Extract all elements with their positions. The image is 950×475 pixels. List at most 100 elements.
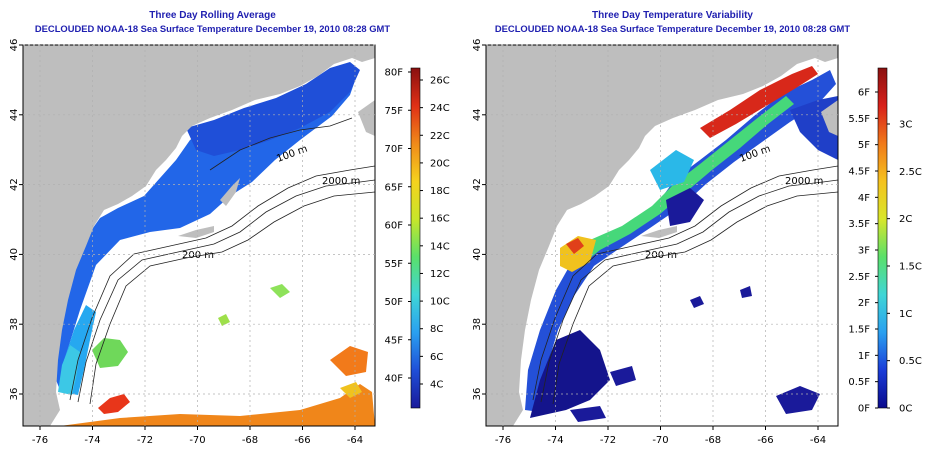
- left-sst-green-patch2: [270, 284, 290, 298]
- right-colorbar: 6F 5.5F 5F 4.5F 4F 3.5F 3F 2.5F 2F 1.5F 1F 0.5F 0F 3…: [848, 67, 922, 415]
- colorbar-label: 0F: [858, 404, 870, 415]
- right-x-ticks: -76 -74 -72 -70 -68 -66 -64: [495, 426, 826, 446]
- colorbar-label: 20C: [430, 158, 450, 169]
- right-colorbar-f-labels: 6F 5.5F 5F 4.5F 4F 3.5F 3F 2.5F 2F 1.5F 1F 0.5F 0F: [848, 88, 878, 415]
- left-colorbar-c-labels: 26C 24C 22C 20C 18C 16C 14C 12C 10C 8C 6C 4C: [420, 76, 450, 391]
- left-sst-cold-shelf: [56, 66, 358, 390]
- x-tick-label: -72: [600, 435, 616, 446]
- right-contours: [532, 165, 838, 405]
- y-tick-label: 46: [9, 39, 20, 52]
- y-tick-label: 38: [472, 318, 483, 331]
- x-tick-label: -68: [705, 435, 721, 446]
- contour-label-200m-right: 200 m: [645, 250, 677, 261]
- colorbar-label: 40F: [385, 374, 404, 385]
- y-tick-label: 36: [9, 388, 20, 401]
- left-sst-red-patch: [98, 394, 130, 414]
- left-title-line1: Three Day Rolling Average: [149, 10, 276, 21]
- left-sst-orange-patch: [330, 346, 368, 376]
- right-y-ticks: 36 38 40 42 44 46: [472, 39, 486, 401]
- right-colorbar-ramp: [877, 67, 888, 409]
- x-tick-label: -66: [757, 435, 773, 446]
- colorbar-label: 18C: [430, 186, 450, 197]
- left-land-nova-scotia: [358, 100, 375, 136]
- colorbar-label: 4.5F: [848, 167, 870, 178]
- x-tick-label: -74: [547, 435, 563, 446]
- right-title-line1: Three Day Temperature Variability: [592, 10, 753, 21]
- colorbar-label: 1F: [858, 351, 870, 362]
- right-map: 100 m 200 m 2000 m -76 -74 -72 -70 -68 -66 -64…: [472, 39, 839, 446]
- y-tick-label: 42: [9, 178, 20, 191]
- colorbar-label: 0C: [899, 404, 912, 415]
- colorbar-label: 5F: [858, 140, 870, 151]
- contour-label-200m-left: 200 m: [182, 250, 214, 261]
- colorbar-label: 5.5F: [848, 114, 870, 125]
- left-title-line2: DECLOUDED NOAA-18 Sea Surface Temperatur…: [34, 23, 391, 34]
- left-contours: [69, 117, 375, 405]
- right-var-blue-shelf: [525, 70, 836, 412]
- colorbar-label: 3C: [899, 120, 912, 131]
- left-sst-orange-south: [60, 384, 375, 426]
- x-tick-label: -76: [495, 435, 511, 446]
- colorbar-label: 26C: [430, 76, 450, 87]
- x-tick-label: -64: [810, 435, 826, 446]
- left-sst-light-coast: [58, 345, 80, 395]
- colorbar-label: 22C: [430, 131, 450, 142]
- y-tick-label: 40: [9, 248, 20, 261]
- colorbar-label: 1.5C: [899, 262, 922, 273]
- x-tick-label: -66: [294, 435, 310, 446]
- x-tick-label: -70: [189, 435, 205, 446]
- right-land-nova-scotia: [821, 100, 838, 136]
- colorbar-label: 6C: [430, 352, 443, 363]
- colorbar-label: 4F: [858, 193, 870, 204]
- contour-label-2000m-right: 2000 m: [785, 176, 823, 187]
- x-tick-label: -72: [137, 435, 153, 446]
- colorbar-label: 75F: [385, 106, 404, 117]
- right-var-offshore-specks: [570, 286, 820, 422]
- left-colorbar-ramp: [410, 67, 421, 409]
- colorbar-label: 50F: [385, 297, 404, 308]
- right-var-dark-gom: [666, 188, 704, 226]
- left-land-longisland: [178, 226, 214, 238]
- colorbar-label: 2.5F: [848, 272, 870, 283]
- left-land-cape: [220, 178, 240, 206]
- right-var-red-nj: [566, 238, 584, 254]
- colorbar-label: 60F: [385, 221, 404, 232]
- right-var-cyan-gom: [650, 150, 694, 190]
- left-sst-north-shelf: [186, 62, 360, 156]
- colorbar-label: 3.5F: [848, 219, 870, 230]
- colorbar-label: 65F: [385, 182, 404, 193]
- y-tick-label: 44: [472, 108, 483, 121]
- right-colorbar-c-labels: 3C 2.5C 2C 1.5C 1C 0.5C 0C: [887, 120, 922, 415]
- colorbar-label: 16C: [430, 214, 450, 225]
- y-tick-label: 42: [472, 178, 483, 191]
- colorbar-label: 4C: [430, 380, 443, 391]
- y-tick-label: 36: [472, 388, 483, 401]
- y-tick-label: 44: [9, 108, 20, 121]
- contour-label-2000m-left: 2000 m: [322, 176, 360, 187]
- left-land-mainland: [23, 45, 375, 426]
- colorbar-label: 55F: [385, 259, 404, 270]
- y-tick-label: 46: [472, 39, 483, 52]
- right-title-line2: DECLOUDED NOAA-18 Sea Surface Temperatur…: [494, 23, 851, 34]
- x-tick-label: -64: [347, 435, 363, 446]
- colorbar-label: 2F: [858, 298, 870, 309]
- left-y-ticks: 36 38 40 42 44 46: [9, 39, 23, 401]
- colorbar-label: 45F: [385, 335, 404, 346]
- right-land-longisland: [641, 226, 677, 238]
- colorbar-label: 12C: [430, 269, 450, 280]
- colorbar-label: 0.5F: [848, 377, 870, 388]
- right-gridlines: [486, 44, 838, 426]
- colorbar-label: 80F: [385, 68, 404, 79]
- left-map: 100 m 200 m 2000 m -76 -74 -72 -70 -68 -66 -64…: [9, 39, 376, 446]
- colorbar-label: 3F: [858, 246, 870, 257]
- colorbar-label: 10C: [430, 297, 450, 308]
- x-tick-label: -70: [652, 435, 668, 446]
- right-var-red-ne: [700, 66, 818, 138]
- left-colorbar: 80F 75F 70F 65F 60F 55F 50F 45F 40F 26C 24C 22C 20C…: [385, 68, 450, 409]
- x-tick-label: -76: [32, 435, 48, 446]
- colorbar-label: 2.5C: [899, 167, 922, 178]
- left-sst-green-patch: [92, 338, 128, 368]
- colorbar-label: 14C: [430, 241, 450, 252]
- right-var-dark-south: [530, 330, 610, 418]
